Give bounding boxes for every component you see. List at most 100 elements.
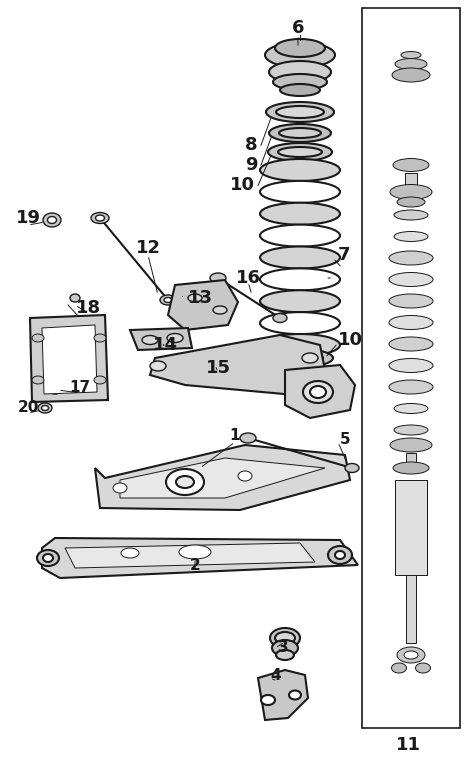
Ellipse shape (390, 438, 432, 452)
Ellipse shape (345, 463, 359, 473)
Ellipse shape (260, 203, 340, 225)
Ellipse shape (328, 546, 352, 564)
Ellipse shape (38, 403, 52, 413)
Ellipse shape (278, 147, 322, 157)
Text: 4: 4 (270, 668, 281, 682)
Ellipse shape (390, 185, 432, 200)
Ellipse shape (51, 385, 59, 391)
Ellipse shape (302, 353, 318, 363)
Text: 1: 1 (230, 427, 240, 442)
Ellipse shape (94, 334, 106, 342)
Bar (395, 480, 427, 575)
Ellipse shape (395, 58, 427, 69)
Ellipse shape (37, 550, 59, 566)
Ellipse shape (164, 297, 172, 303)
Polygon shape (285, 365, 355, 418)
Ellipse shape (273, 74, 327, 90)
Text: 10: 10 (338, 331, 363, 349)
Ellipse shape (394, 210, 428, 220)
Ellipse shape (394, 425, 428, 435)
Text: 14: 14 (153, 336, 177, 354)
Ellipse shape (392, 663, 407, 673)
Ellipse shape (389, 380, 433, 394)
Ellipse shape (260, 159, 340, 181)
Ellipse shape (389, 272, 433, 286)
Ellipse shape (266, 102, 334, 122)
Ellipse shape (213, 306, 227, 314)
Ellipse shape (113, 483, 127, 493)
Text: 15: 15 (205, 359, 231, 377)
Ellipse shape (272, 640, 298, 656)
Ellipse shape (392, 68, 430, 82)
Ellipse shape (43, 213, 61, 227)
Ellipse shape (210, 273, 226, 283)
Ellipse shape (397, 197, 425, 207)
Bar (406, 575, 416, 643)
Ellipse shape (166, 469, 204, 495)
Ellipse shape (260, 225, 340, 246)
Ellipse shape (32, 334, 44, 342)
Text: 16: 16 (235, 269, 261, 287)
Ellipse shape (393, 462, 429, 474)
Ellipse shape (401, 51, 421, 58)
Ellipse shape (273, 314, 287, 322)
Polygon shape (258, 670, 308, 720)
Text: 11: 11 (395, 736, 421, 754)
Ellipse shape (260, 246, 340, 268)
Polygon shape (120, 458, 325, 498)
Ellipse shape (394, 403, 428, 413)
Ellipse shape (260, 290, 340, 312)
Ellipse shape (404, 651, 418, 659)
Ellipse shape (269, 124, 331, 142)
Ellipse shape (142, 335, 158, 345)
Ellipse shape (270, 628, 300, 648)
Text: 6: 6 (292, 19, 304, 37)
Ellipse shape (238, 471, 252, 481)
Text: 9: 9 (246, 156, 258, 174)
Ellipse shape (389, 315, 433, 329)
Ellipse shape (275, 39, 325, 57)
Ellipse shape (389, 251, 433, 265)
Ellipse shape (42, 406, 49, 410)
Ellipse shape (265, 42, 335, 68)
Text: 8: 8 (245, 136, 258, 154)
Ellipse shape (176, 476, 194, 488)
Bar (405, 173, 417, 191)
Polygon shape (42, 325, 97, 394)
Ellipse shape (43, 554, 53, 562)
Ellipse shape (167, 334, 183, 342)
Ellipse shape (269, 61, 331, 83)
Ellipse shape (150, 361, 166, 371)
Ellipse shape (389, 337, 433, 351)
Ellipse shape (94, 376, 106, 384)
Ellipse shape (276, 106, 324, 118)
Polygon shape (30, 315, 108, 402)
Ellipse shape (260, 181, 340, 203)
Ellipse shape (160, 295, 176, 305)
Ellipse shape (47, 217, 57, 224)
Ellipse shape (397, 647, 425, 663)
Ellipse shape (303, 381, 333, 403)
Ellipse shape (179, 545, 211, 559)
Ellipse shape (277, 353, 323, 363)
Ellipse shape (260, 312, 340, 334)
Ellipse shape (268, 143, 332, 161)
Text: 20: 20 (17, 400, 39, 416)
Ellipse shape (389, 294, 433, 308)
Ellipse shape (47, 382, 63, 394)
Ellipse shape (261, 695, 275, 705)
Ellipse shape (267, 349, 333, 367)
Polygon shape (168, 280, 238, 330)
Ellipse shape (240, 433, 256, 443)
Text: 17: 17 (69, 381, 91, 395)
Ellipse shape (416, 663, 431, 673)
Ellipse shape (91, 212, 109, 224)
Ellipse shape (275, 632, 295, 644)
Ellipse shape (260, 334, 340, 356)
Text: 3: 3 (278, 640, 289, 655)
Ellipse shape (335, 551, 345, 559)
Bar (362, 8, 460, 728)
Bar (406, 453, 416, 467)
Ellipse shape (280, 84, 320, 96)
Text: 13: 13 (188, 289, 213, 307)
